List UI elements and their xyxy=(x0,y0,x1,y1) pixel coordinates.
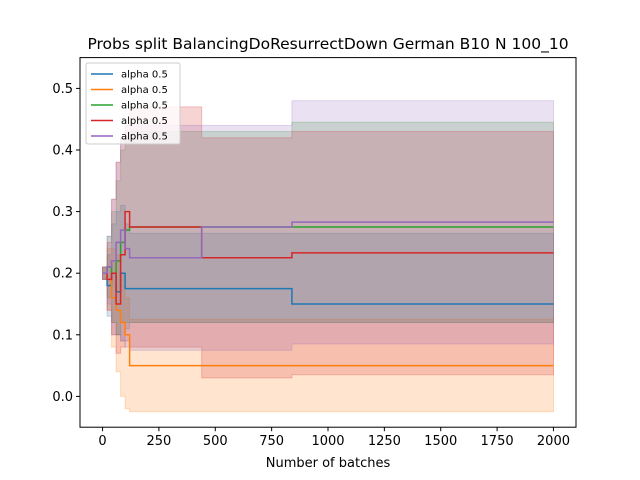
x-tick-label: 1500 xyxy=(424,434,457,449)
x-axis-label: Number of batches xyxy=(266,456,391,471)
y-tick-label: 0.4 xyxy=(52,144,73,159)
legend-label-2: alpha 0.5 xyxy=(121,85,168,96)
legend: alpha 0.5 alpha 0.5 alpha 0.5 alpha 0.5 alph… xyxy=(85,62,181,145)
y-tick-label: 0.5 xyxy=(52,82,73,97)
x-tick-label: 1250 xyxy=(368,434,401,449)
y-tick-label: 0.0 xyxy=(52,390,73,405)
x-tick-label: 250 xyxy=(146,434,171,449)
confidence-bands xyxy=(102,100,554,413)
y-tick-label: 0.1 xyxy=(52,328,73,343)
x-tick-label: 1000 xyxy=(311,434,344,449)
legend-label-5: alpha 0.5 xyxy=(121,132,168,143)
chart-title: Probs split BalancingDoResurrectDown Ger… xyxy=(87,35,568,54)
y-axis-ticks: 0.0 0.1 0.2 0.3 0.4 0.5 xyxy=(52,82,80,405)
legend-box xyxy=(85,62,181,145)
series-5-band xyxy=(102,100,554,351)
series-4-line xyxy=(102,210,554,305)
x-axis-ticks: 0 250 500 750 1000 1250 1500 1750 2000 xyxy=(98,427,570,449)
series-3-band xyxy=(102,121,554,336)
series-4-band xyxy=(102,106,554,379)
series-5-line xyxy=(102,221,554,274)
y-tick-label: 0.2 xyxy=(52,267,73,282)
legend-label-4: alpha 0.5 xyxy=(121,116,168,127)
x-tick-label: 750 xyxy=(259,434,284,449)
y-tick-label: 0.3 xyxy=(52,205,73,220)
x-tick-label: 2000 xyxy=(537,434,570,449)
x-tick-label: 0 xyxy=(98,434,106,449)
legend-label-1: alpha 0.5 xyxy=(121,70,168,81)
series-lines xyxy=(102,210,554,367)
x-tick-label: 1750 xyxy=(481,434,514,449)
series-1-band xyxy=(102,204,554,342)
legend-label-3: alpha 0.5 xyxy=(121,101,168,112)
x-tick-label: 500 xyxy=(203,434,228,449)
